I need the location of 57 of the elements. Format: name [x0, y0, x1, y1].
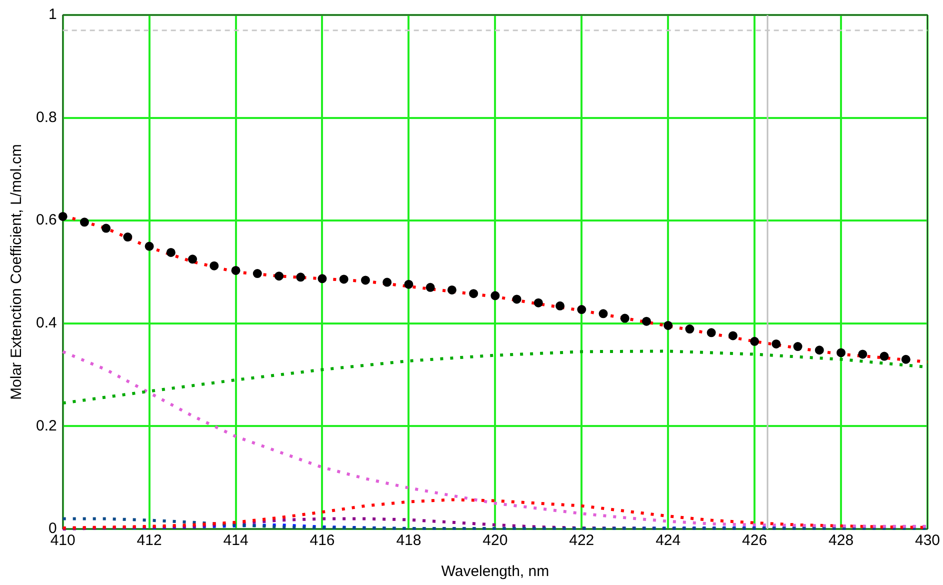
point: [296, 272, 306, 282]
point: [339, 274, 348, 284]
point: [858, 350, 868, 359]
x-axis-title: Wavelength, nm: [441, 563, 550, 580]
point: [728, 331, 738, 340]
point: [512, 294, 522, 304]
point: [685, 324, 694, 334]
point: [772, 339, 781, 348]
point: [274, 272, 284, 281]
x-tick-label: 414: [223, 532, 248, 550]
y-tick-label: 0.6: [36, 212, 57, 229]
point: [598, 309, 608, 318]
x-tick-label: 430: [914, 532, 940, 550]
point: [642, 316, 651, 326]
point: [534, 298, 543, 308]
point: [144, 242, 154, 251]
point: [577, 305, 586, 314]
point: [814, 346, 824, 355]
x-tick-label: 426: [742, 532, 768, 550]
point: [80, 218, 89, 227]
point: [469, 289, 478, 298]
point: [664, 320, 673, 330]
point: [58, 212, 68, 221]
point: [382, 278, 392, 287]
x-tick-label: 416: [310, 532, 335, 550]
y-tick-label: 0.2: [36, 417, 57, 434]
point: [166, 248, 176, 257]
x-tick-label: 418: [396, 532, 422, 550]
point: [102, 224, 111, 233]
y-tick-label: 0.8: [36, 108, 57, 126]
y-axis-title: Molar Extenction Coefficient, L/mol.cm: [8, 144, 26, 400]
point: [404, 280, 414, 289]
point: [556, 301, 565, 310]
point: [793, 342, 802, 352]
point: [706, 328, 716, 338]
point: [318, 274, 327, 284]
point: [210, 261, 219, 270]
point: [360, 276, 370, 285]
y-tick-label: 1: [48, 6, 57, 24]
x-tick-label: 422: [569, 532, 594, 550]
point: [490, 291, 500, 300]
x-tick-label: 420: [482, 532, 508, 550]
x-tick-label: 412: [136, 532, 162, 550]
x-tick-label: 428: [828, 532, 854, 550]
point: [836, 348, 846, 358]
point: [880, 352, 889, 361]
point: [252, 269, 262, 278]
point: [750, 336, 760, 346]
point: [188, 254, 198, 264]
point: [447, 285, 456, 294]
point: [231, 266, 240, 275]
point: [901, 354, 910, 364]
point: [123, 232, 132, 242]
point: [426, 282, 435, 292]
x-tick-label: 424: [656, 532, 681, 550]
y-tick-label: 0.4: [36, 314, 57, 332]
point: [620, 314, 630, 323]
